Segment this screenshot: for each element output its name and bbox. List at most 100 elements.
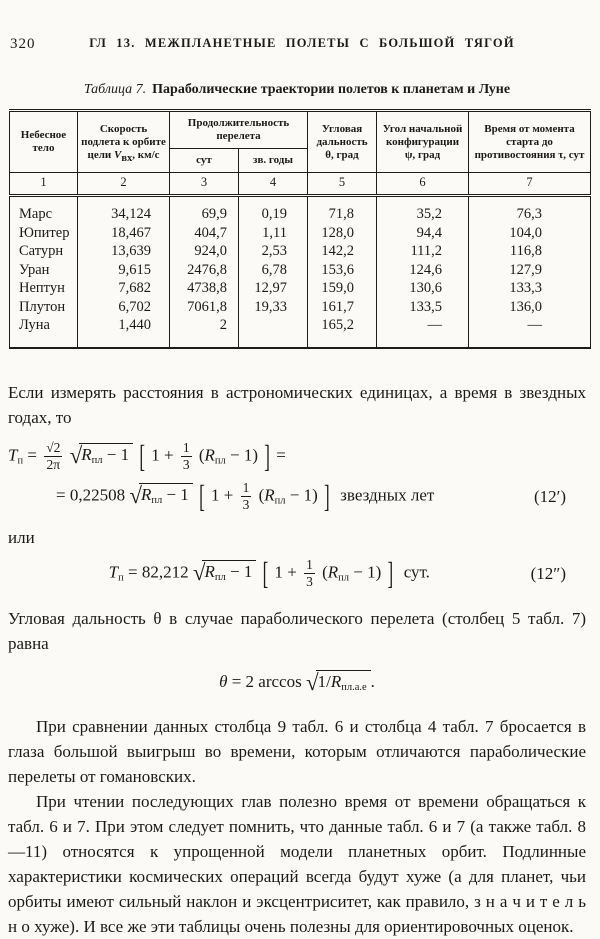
left-bracket: [ — [199, 478, 205, 514]
speed-variable: V — [113, 148, 122, 161]
cell-initial-config: 111,2 — [376, 242, 470, 261]
cell-sidereal-years: 1,11 — [237, 223, 309, 242]
equation-theta: θ = 2 arccos √1/Rпл.а.е. — [219, 669, 375, 695]
cell-initial-config: 133,5 — [376, 297, 470, 316]
radical-sign: √ — [305, 669, 319, 695]
column-number: 2 — [77, 172, 170, 197]
cell-days: 924,0 — [169, 242, 239, 261]
cell-days: 2 — [169, 316, 239, 348]
cell-sidereal-years: 6,78 — [237, 260, 309, 279]
table-7: Небесное тело Скорость подлета к орбите … — [9, 109, 592, 349]
coefficient: 0,22508 — [69, 485, 126, 505]
right-bracket: ] — [324, 478, 330, 514]
table-row: Уран 9,615 2476,8 6,78 153,6 124,6 127,9 — [9, 260, 592, 279]
cell-days: 404,7 — [169, 223, 239, 242]
cell-initial-config: 35,2 — [376, 195, 470, 224]
theta-symbol: θ — [219, 671, 228, 691]
cell-celestial-body: Плутон — [9, 297, 78, 316]
column-number: 1 — [9, 172, 78, 197]
cell-angular-range: 159,0 — [307, 279, 378, 298]
right-bracket: ] — [387, 555, 394, 591]
header-angular-range: Угловая дальность θ, град — [307, 110, 378, 173]
units: сут. — [403, 562, 430, 582]
table-row: Плутон 6,702 7061,8 19,33 161,7 133,5 136,0 — [9, 297, 592, 316]
column-number-row: 1 2 3 4 5 6 7 — [9, 172, 592, 197]
table-caption-title: Параболические траектории полетов к план… — [152, 82, 511, 97]
radical-sign: √ — [129, 483, 142, 509]
radical-sign: √ — [192, 560, 206, 586]
table-body: Марс 34,124 69,9 0,19 71,8 35,2 76,3 Юпитер 18,4… — [9, 195, 592, 348]
radical-R-minus-1: √Rпл − 1 — [70, 443, 134, 467]
cell-celestial-body: Юпитер — [9, 223, 78, 242]
paragraph-angular-range: Угловая дальность θ в случае параболичес… — [8, 608, 586, 653]
cell-days: 2476,8 — [169, 260, 239, 279]
cell-time-to-opposition: — — [468, 316, 592, 348]
cell-sidereal-years: 2,53 — [237, 242, 309, 261]
radical-R-minus-1: √Rпл − 1 — [129, 483, 193, 509]
cell-time-to-opposition: 136,0 — [468, 297, 592, 316]
header-days: сут — [169, 148, 239, 173]
cell-time-to-opposition: 133,3 — [468, 279, 592, 298]
equation-number-12-double-prime: (12″) — [530, 563, 566, 583]
table-row: Сатурн 13,639 924,0 2,53 142,2 111,2 116,8 — [9, 242, 592, 261]
column-number: 6 — [376, 172, 470, 197]
cell-angular-range: 153,6 — [307, 260, 378, 279]
T-symbol: T — [108, 562, 119, 582]
cell-approach-speed: 34,124 — [77, 195, 170, 224]
cell-celestial-body: Луна — [9, 316, 78, 348]
table-header: Небесное тело Скорость подлета к орбите … — [9, 110, 592, 197]
column-number: 3 — [169, 172, 239, 197]
paragraph-comparison: При сравнении данных столбца 9 табл. 6 и… — [8, 716, 586, 786]
header-duration-group: Продолжительность перелета — [168, 110, 309, 149]
arccos-term: 2 arccos — [245, 671, 302, 691]
page-header: 320 ГЛ 13. МЕЖПЛАНЕТНЫЕ ПОЛЕТЫ С БОЛЬШОЙ… — [8, 36, 586, 56]
column-number: 5 — [307, 172, 378, 197]
cell-approach-speed: 6,702 — [77, 297, 170, 316]
coefficient: 82,212 — [141, 562, 189, 582]
header-approach-speed: Скорость подлета к орбите цели Vвх, км/с — [77, 110, 170, 173]
or-word: или — [8, 527, 35, 547]
cell-approach-speed: 7,682 — [77, 279, 170, 298]
cell-approach-speed: 13,639 — [77, 242, 170, 261]
column-number: 4 — [237, 172, 309, 197]
cell-time-to-opposition: 116,8 — [468, 242, 592, 261]
radical-inverse-R: √1/Rпл.а.е — [305, 669, 371, 695]
cell-initial-config: 94,4 — [376, 223, 470, 242]
header-time-to-opposition: Время от момента старта до противостояни… — [468, 110, 592, 173]
header-sidereal-years: зв. годы — [237, 148, 309, 173]
cell-time-to-opposition: 127,9 — [468, 260, 592, 279]
cell-angular-range: 142,2 — [307, 242, 378, 261]
cell-celestial-body: Сатурн — [9, 242, 78, 261]
cell-sidereal-years: 19,33 — [237, 297, 309, 316]
table-row: Юпитер 18,467 404,7 1,11 128,0 94,4 104,0 — [9, 223, 592, 242]
cell-angular-range: 165,2 — [307, 316, 378, 348]
cell-celestial-body: Уран — [9, 260, 78, 279]
cell-days: 7061,8 — [169, 297, 239, 316]
cell-sidereal-years: 0,19 — [237, 195, 309, 224]
right-bracket: ] — [264, 438, 270, 474]
speed-subscript: вх — [121, 152, 133, 164]
paragraph-intro: Если измерять расстояния в астрономическ… — [8, 382, 586, 427]
cell-sidereal-years: 12,97 — [237, 279, 309, 298]
paragraph-reading-advice: При чтении последующих глав полезно врем… — [8, 791, 586, 936]
cell-days: 4738,8 — [169, 279, 239, 298]
cell-initial-config: 130,6 — [376, 279, 470, 298]
table-caption-label: Таблица 7. — [83, 82, 147, 97]
left-bracket: [ — [262, 555, 269, 591]
table-caption: Таблица 7. Параболические траектории поле… — [8, 82, 586, 98]
table-row: Марс 34,124 69,9 0,19 71,8 35,2 76,3 — [9, 195, 592, 224]
sqrt2-over-2pi-fraction: √2 2π — [44, 439, 63, 472]
cell-approach-speed: 9,615 — [77, 260, 170, 279]
cell-angular-range: 128,0 — [307, 223, 378, 242]
column-number: 7 — [468, 172, 592, 197]
header-initial-config: Угол начальной конфигурации ψ, град — [376, 110, 470, 173]
cell-celestial-body: Марс — [9, 195, 78, 224]
cell-time-to-opposition: 76,3 — [468, 195, 592, 224]
